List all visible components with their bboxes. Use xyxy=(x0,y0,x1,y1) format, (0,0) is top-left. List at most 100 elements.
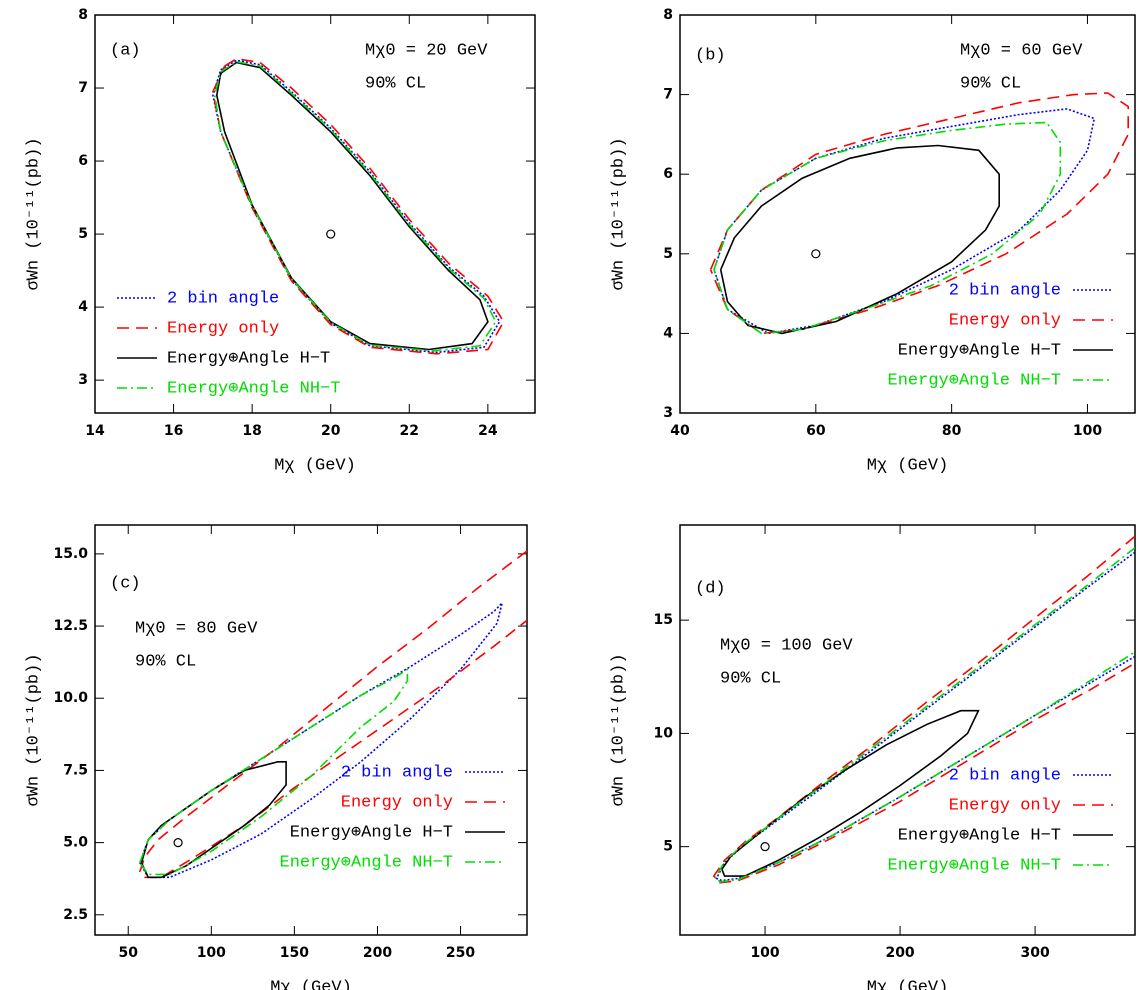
x-axis-label: Mχ (GeV) xyxy=(867,456,949,475)
y-tick-label: 10.0 xyxy=(53,690,88,706)
contour xyxy=(215,61,489,351)
legend-label: Energy⊕Angle NH−T xyxy=(280,853,453,872)
x-tick-label: 100 xyxy=(197,945,226,961)
y-tick-label: 8 xyxy=(663,7,673,23)
x-tick-label: 150 xyxy=(280,945,309,961)
annotation: Mχ0 = 80 GeV xyxy=(135,619,258,638)
y-tick-label: 10 xyxy=(654,725,674,741)
contour xyxy=(714,547,1135,883)
x-axis-label: Mχ (GeV) xyxy=(867,978,949,990)
legend-label: Energy only xyxy=(949,311,1061,330)
plot-frame xyxy=(94,524,528,936)
y-axis-label: σWn (10⁻¹¹(pb)) xyxy=(609,653,628,806)
annotation: Mχ0 = 20 GeV xyxy=(365,41,488,60)
y-tick-label: 12.5 xyxy=(53,618,88,634)
center-point xyxy=(760,842,770,852)
y-tick-label: 5 xyxy=(663,246,673,262)
panel-label: (d) xyxy=(695,579,726,598)
panel: 14 16 18 20 22 24 3 4 5 6 7 8 Mχ (GeV) σWn (10⁻¹¹(pb)… xyxy=(24,7,536,475)
legend-label: Energy only xyxy=(949,796,1061,815)
y-tick-label: 4 xyxy=(78,299,88,315)
y-axis-label: σWn (10⁻¹¹(pb)) xyxy=(609,137,628,290)
x-tick-label: 14 xyxy=(85,423,105,439)
contour xyxy=(212,57,505,355)
x-tick-label: 100 xyxy=(1073,423,1102,439)
legend-label: Energy⊕Angle NH−T xyxy=(888,371,1061,390)
legend-label: Energy⊕Angle H−T xyxy=(898,826,1061,845)
x-tick-label: 20 xyxy=(321,423,341,439)
y-tick-label: 3 xyxy=(663,405,673,421)
x-tick-label: 300 xyxy=(1020,945,1049,961)
panel: 40 60 80 100 3 4 5 6 7 8 Mχ (GeV) σWn (10⁻¹¹(pb)) (b… xyxy=(609,7,1136,475)
x-tick-label: 250 xyxy=(446,945,475,961)
annotation: Mχ0 = 60 GeV xyxy=(960,41,1083,60)
panel-label: (a) xyxy=(110,41,141,60)
panel-label: (b) xyxy=(695,46,726,65)
y-tick-label: 5 xyxy=(78,226,88,242)
center-point xyxy=(326,229,336,239)
annotation: Mχ0 = 100 GeV xyxy=(720,636,853,655)
y-tick-label: 7 xyxy=(663,87,673,103)
legend-label: 2 bin angle xyxy=(167,289,279,308)
contour xyxy=(139,667,409,876)
plot-frame xyxy=(679,524,1136,936)
x-tick-label: 200 xyxy=(363,945,392,961)
contour xyxy=(721,709,980,877)
center-point xyxy=(811,249,821,259)
panel-label: (c) xyxy=(110,574,141,593)
x-tick-label: 22 xyxy=(400,423,419,439)
contour xyxy=(138,550,527,879)
plot-frame xyxy=(679,14,1136,414)
annotation: 90% CL xyxy=(365,74,426,93)
contour xyxy=(212,59,501,354)
x-tick-label: 18 xyxy=(242,423,261,439)
x-tick-label: 200 xyxy=(885,945,914,961)
x-tick-label: 60 xyxy=(806,423,826,439)
y-tick-label: 15.0 xyxy=(53,546,88,562)
center-point xyxy=(173,838,183,848)
contour xyxy=(712,535,1135,884)
x-tick-label: 40 xyxy=(670,423,690,439)
legend-label: Energy⊕Angle H−T xyxy=(290,823,453,842)
y-tick-label: 8 xyxy=(78,7,88,23)
y-tick-label: 4 xyxy=(663,325,673,341)
legend-label: Energy only xyxy=(341,793,453,812)
legend-label: Energy⊕Angle H−T xyxy=(167,349,330,368)
panel: 50 100 150 200 250 2.5 5.0 7.5 10.0 12.5 15.0 Mχ (G… xyxy=(24,524,528,990)
y-tick-label: 6 xyxy=(78,153,88,169)
annotation: 90% CL xyxy=(720,669,781,688)
contour xyxy=(709,92,1129,335)
contour xyxy=(713,121,1062,335)
legend-label: Energy only xyxy=(167,319,279,338)
y-tick-label: 5 xyxy=(663,839,673,855)
y-axis-label: σWn (10⁻¹¹(pb)) xyxy=(24,653,43,806)
annotation: 90% CL xyxy=(135,652,196,671)
x-axis-label: Mχ (GeV) xyxy=(274,456,356,475)
plot-frame xyxy=(94,14,536,414)
legend-label: 2 bin angle xyxy=(341,763,453,782)
y-tick-label: 2.5 xyxy=(63,907,88,923)
legend-label: Energy⊕Angle NH−T xyxy=(888,856,1061,875)
x-tick-label: 24 xyxy=(478,423,498,439)
y-tick-label: 7.5 xyxy=(63,762,88,778)
y-tick-label: 7 xyxy=(78,80,88,96)
annotation: 90% CL xyxy=(960,74,1021,93)
legend-label: Energy⊕Angle H−T xyxy=(898,341,1061,360)
contour xyxy=(719,144,1000,335)
y-tick-label: 15 xyxy=(654,612,673,628)
y-tick-label: 6 xyxy=(663,166,673,182)
legend-label: 2 bin angle xyxy=(949,766,1061,785)
legend-label: Energy⊕Angle NH−T xyxy=(167,379,340,398)
x-tick-label: 100 xyxy=(750,945,779,961)
x-tick-label: 80 xyxy=(942,423,962,439)
legend-label: 2 bin angle xyxy=(949,281,1061,300)
y-tick-label: 3 xyxy=(78,372,88,388)
x-axis-label: Mχ (GeV) xyxy=(270,978,352,990)
x-tick-label: 16 xyxy=(164,423,183,439)
contour xyxy=(140,761,287,879)
contour xyxy=(213,60,497,352)
y-tick-label: 5.0 xyxy=(63,835,88,851)
panel: 100 200 300 5 10 15 Mχ (GeV) σWn (10⁻¹¹(pb)) (d)… xyxy=(609,524,1136,990)
y-axis-label: σWn (10⁻¹¹(pb)) xyxy=(24,137,43,290)
